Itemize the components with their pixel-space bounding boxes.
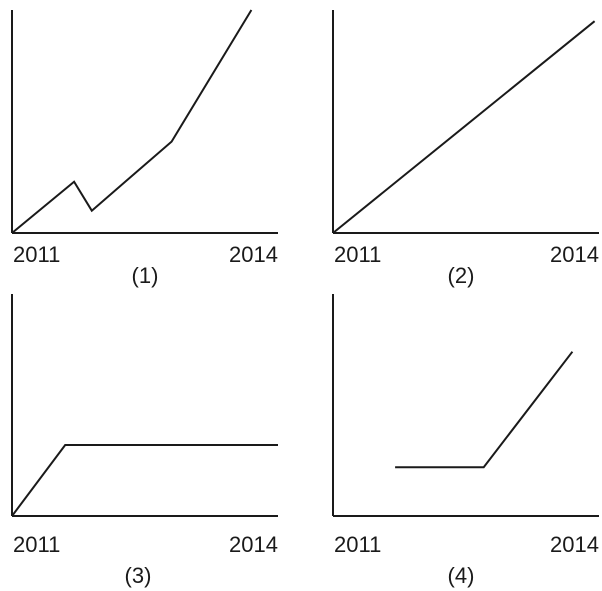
panel-1-x-tick-label: 2014 bbox=[229, 242, 278, 267]
panel-2: 2011 2014 (2) bbox=[332, 10, 599, 288]
panel-3-x-tick-label: 2014 bbox=[229, 532, 278, 557]
panel-4-series-line bbox=[395, 351, 574, 469]
panel-2-x-tick-label: 2011 bbox=[334, 242, 381, 267]
panel-2-x-tick-label: 2014 bbox=[550, 242, 599, 267]
panel-4-caption: (4) bbox=[448, 563, 475, 588]
panel-4: 2011 2014 (4) bbox=[332, 294, 599, 588]
panel-1-series-line bbox=[11, 9, 253, 234]
panel-2-caption: (2) bbox=[448, 263, 475, 288]
panel-3-x-tick-label: 2011 bbox=[13, 532, 60, 557]
panel-3: 2011 2014 (3) bbox=[11, 294, 278, 588]
panel-1-caption: (1) bbox=[132, 263, 159, 288]
panel-3-caption: (3) bbox=[125, 563, 152, 588]
panel-4-x-tick-label: 2014 bbox=[550, 532, 599, 557]
panel-2-series-line bbox=[332, 20, 596, 234]
panel-3-series-line bbox=[11, 444, 278, 517]
panel-4-x-tick-label: 2011 bbox=[334, 532, 381, 557]
panel-1: 2011 2014 (1) bbox=[11, 9, 278, 288]
panel-1-x-tick-label: 2011 bbox=[13, 242, 60, 267]
